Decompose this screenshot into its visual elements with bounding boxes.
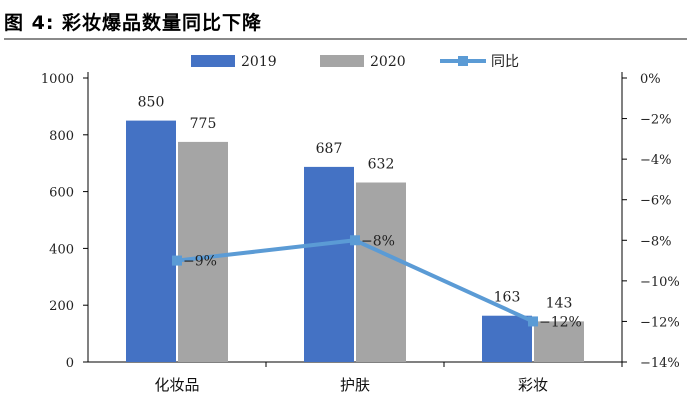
bar-value-label: 163 — [494, 290, 521, 306]
y2-tick-label: 0% — [640, 72, 661, 87]
x-category-label: 护肤 — [340, 376, 370, 394]
yoy-point — [350, 235, 360, 246]
bar-2019 — [126, 120, 176, 362]
y-tick-label: 400 — [49, 242, 74, 257]
y2-tick-label: −14% — [640, 356, 680, 371]
y-tick-label: 800 — [49, 129, 74, 144]
legend-swatch-yoy-marker — [458, 56, 468, 66]
legend-label-2020: 2020 — [370, 54, 406, 70]
x-category-label: 化妆品 — [154, 376, 199, 394]
bar-2020 — [356, 182, 406, 362]
y2-tick-label: −4% — [640, 153, 672, 168]
y2-tick-label: −12% — [640, 315, 680, 330]
bar-value-label: 143 — [546, 295, 573, 311]
yoy-line — [176, 238, 534, 324]
title-divider — [4, 38, 687, 40]
y2-tick-label: −10% — [640, 275, 680, 290]
bar-2020 — [178, 141, 228, 362]
y-tick-label: 600 — [49, 186, 74, 201]
y2-tick-label: −2% — [640, 113, 672, 128]
bar-value-label: 850 — [138, 95, 165, 111]
bar-2019 — [304, 166, 354, 362]
yoy-value-label: −12% — [539, 314, 582, 330]
yoy-value-label: −8% — [361, 233, 395, 249]
y-tick-label: 1000 — [41, 72, 74, 87]
bar-value-label: 775 — [190, 116, 217, 132]
legend-label-yoy: 同比 — [491, 54, 519, 70]
y2-tick-label: −6% — [640, 194, 672, 209]
y-tick-label: 0 — [66, 356, 74, 371]
yoy-point — [528, 316, 538, 327]
bar-2019 — [482, 315, 532, 362]
bar-value-label: 632 — [368, 157, 395, 173]
legend-swatch-2019 — [191, 55, 235, 67]
title-bar: 图 4: 彩妆爆品数量同比下降 — [4, 6, 687, 40]
yoy-value-label: −9% — [183, 254, 217, 270]
yoy-point — [172, 255, 182, 266]
x-category-label: 彩妆 — [518, 376, 548, 394]
legend-label-2019: 2019 — [241, 54, 277, 70]
y-tick-label: 200 — [49, 299, 74, 314]
legend-swatch-2020 — [320, 55, 364, 67]
bar-line-chart: 0 200 400 600 800 1000 −14% −12% −10% −8% −6% −4% −2… — [41, 54, 680, 394]
bar-2020 — [534, 321, 584, 362]
chart-title: 图 4: 彩妆爆品数量同比下降 — [4, 12, 263, 34]
y2-tick-label: −8% — [640, 234, 672, 249]
bar-value-label: 687 — [316, 141, 343, 157]
